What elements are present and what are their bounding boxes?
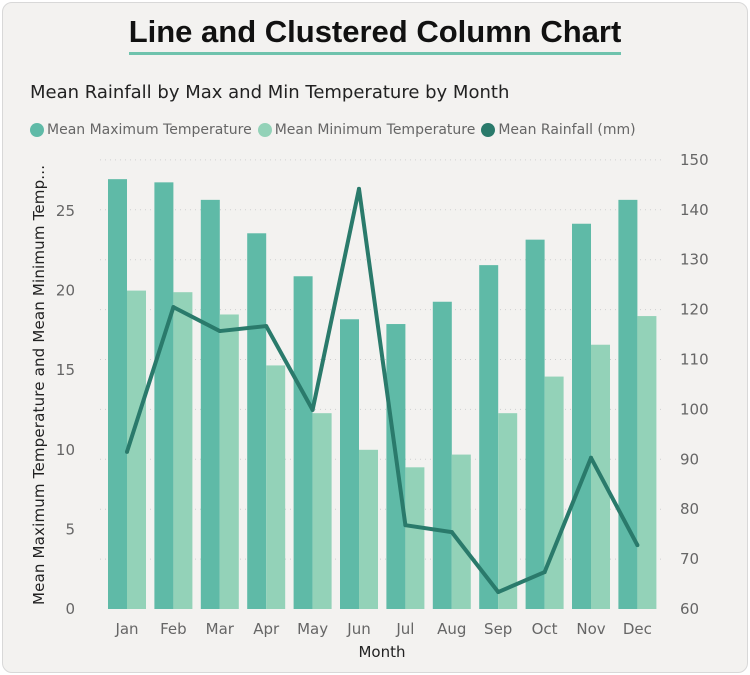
bar-max-temp — [108, 179, 127, 609]
bar-min-temp — [266, 365, 286, 609]
y2-tick-label: 80 — [680, 500, 699, 518]
bar-max-temp — [618, 199, 638, 609]
rainfall-point — [264, 324, 269, 329]
bar-max-temp — [247, 233, 267, 609]
y-tick-label: 5 — [65, 520, 75, 538]
rainfall-point — [310, 407, 315, 412]
y2-tick-label: 140 — [680, 201, 709, 219]
x-tick-label: Jul — [395, 620, 414, 638]
bar-min-temp — [544, 376, 564, 609]
bar-max-temp — [572, 223, 591, 609]
chart-title: Mean Rainfall by Max and Min Temperature… — [30, 82, 510, 103]
bar-max-temp — [340, 319, 359, 609]
x-tick-label: Oct — [532, 620, 558, 638]
rainfall-point — [635, 543, 640, 548]
y2-tick-label: 90 — [680, 450, 699, 468]
y-tick-label: 15 — [56, 361, 75, 379]
rainfall-line — [125, 186, 640, 595]
bar-max-temp — [154, 182, 174, 609]
bar-min-temp — [405, 467, 425, 609]
bar-max-temp — [200, 199, 220, 609]
legend-dot-icon — [257, 123, 272, 137]
x-tick-label: Dec — [623, 620, 652, 638]
legend: Mean Maximum Temperature Mean Minimum Te… — [30, 122, 636, 138]
bar-min-temp — [451, 454, 471, 609]
rainfall-point — [589, 455, 593, 460]
y-tick-label: 25 — [56, 202, 75, 220]
bar-max-temp — [432, 301, 452, 609]
bar-max-temp — [293, 276, 313, 609]
x-axis-label: Month — [358, 643, 405, 661]
rainfall-point — [496, 590, 501, 595]
y-tick-label: 10 — [56, 441, 75, 459]
page-title: Line and Clustered Column Chart — [0, 14, 750, 55]
rainfall-point — [217, 329, 222, 334]
y2-tick-label: 70 — [680, 550, 699, 568]
y2-tick-label: 130 — [680, 251, 709, 269]
legend-dot-icon — [481, 123, 496, 137]
legend-item-min[interactable]: Mean Minimum Temperature — [257, 122, 475, 138]
x-tick-label: Jan — [114, 620, 138, 638]
legend-dot-icon — [30, 123, 44, 137]
y2-tick-label: 60 — [680, 600, 699, 618]
rainfall-point — [125, 449, 129, 454]
x-tick-label: Feb — [160, 620, 187, 638]
y2-tick-label: 150 — [680, 151, 709, 169]
rainfall-point — [403, 523, 408, 528]
bar-max-temp — [525, 239, 545, 609]
y-axis-label: Mean Maximum Temperature and Mean Minimu… — [30, 165, 48, 605]
y-tick-label: 0 — [65, 600, 75, 618]
rainfall-point — [449, 530, 454, 535]
rainfall-point — [357, 186, 361, 191]
x-tick-label: Jun — [346, 620, 370, 638]
x-tick-label: May — [297, 620, 328, 638]
bar-min-temp — [637, 316, 657, 609]
bar-min-temp — [359, 449, 378, 609]
x-tick-label: Nov — [576, 620, 605, 638]
bar-min-temp — [498, 413, 518, 609]
x-tick-label: Aug — [437, 620, 466, 638]
y2-tick-label: 100 — [680, 400, 709, 418]
y2-tick-label: 120 — [680, 301, 709, 319]
bar-min-temp — [219, 314, 239, 609]
bar-max-temp — [479, 265, 499, 609]
bar-min-temp — [312, 413, 332, 609]
bar-min-temp — [173, 292, 193, 609]
x-tick-label: Mar — [206, 620, 235, 638]
bar-min-temp — [127, 290, 146, 609]
rainfall-point — [542, 570, 547, 575]
y2-tick-label: 110 — [680, 351, 709, 369]
x-tick-label: Sep — [484, 620, 512, 638]
y-tick-label: 20 — [56, 282, 75, 300]
x-tick-label: Apr — [253, 620, 280, 638]
legend-item-rainfall[interactable]: Mean Rainfall (mm) — [481, 122, 636, 138]
legend-item-max[interactable]: Mean Maximum Temperature — [30, 122, 252, 138]
rainfall-point — [171, 305, 176, 310]
